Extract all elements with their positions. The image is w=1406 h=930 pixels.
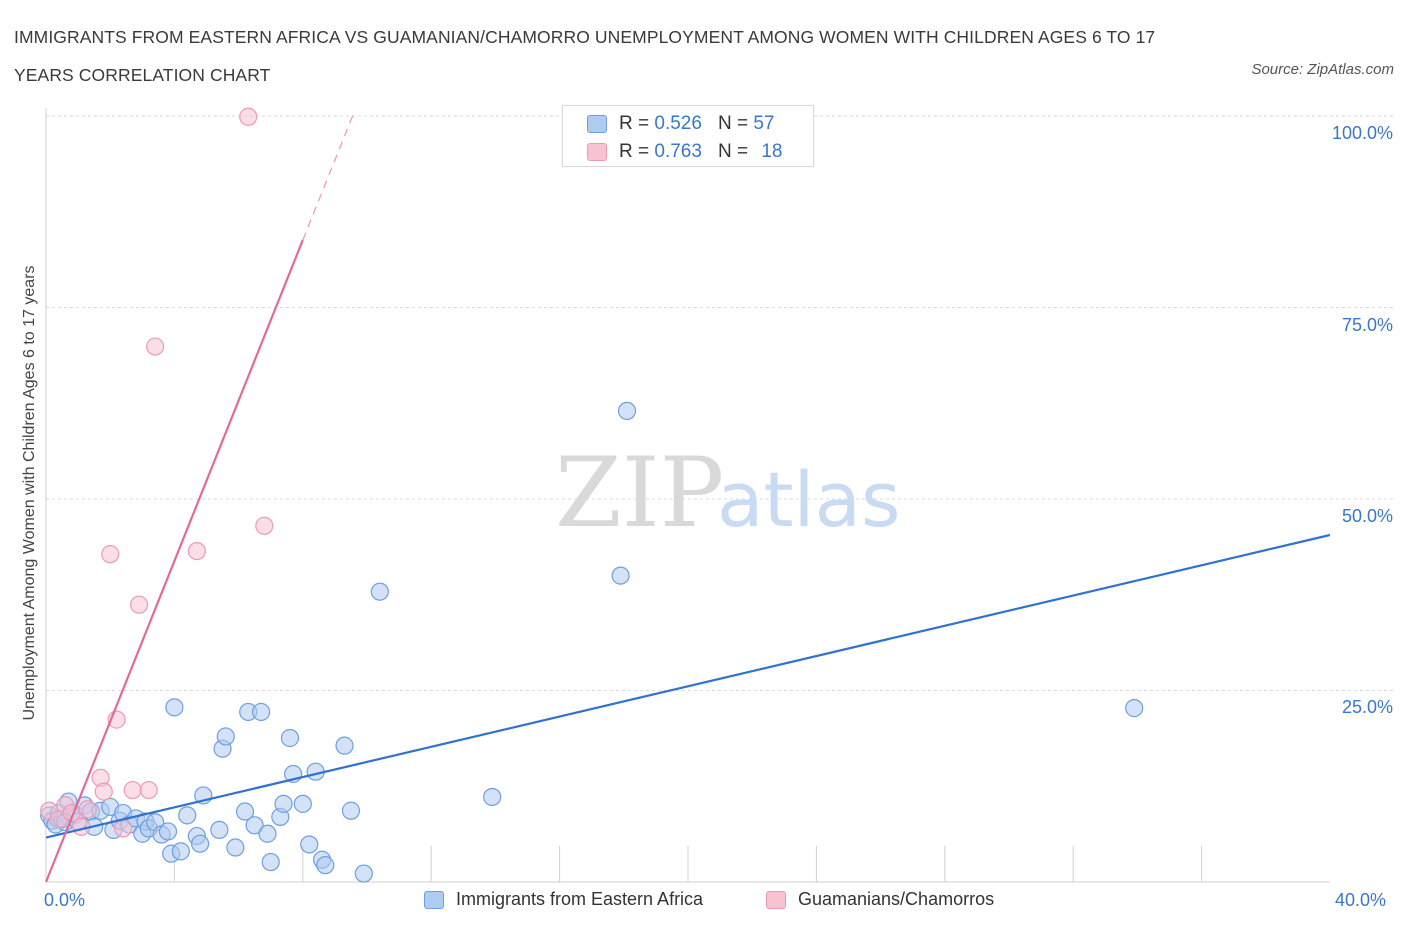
data-point-eastern-africa <box>251 702 271 722</box>
legend-r-label: R = <box>619 113 650 134</box>
source-label: Source: ZipAtlas.com <box>1251 61 1394 78</box>
x-tick-min: 0.0% <box>44 890 86 910</box>
data-point-eastern-africa <box>300 835 319 854</box>
legend-swatch-pink <box>587 143 607 161</box>
trend-line-guamanian <box>44 239 304 883</box>
data-point-eastern-africa <box>335 736 354 755</box>
legend-label-guamanian: Guamanians/Chamorros <box>798 889 995 909</box>
y-tick-50: 50.0% <box>1341 506 1393 526</box>
data-point-eastern-africa <box>171 842 190 861</box>
trend-line-guamanian-extension <box>302 111 355 241</box>
legend-item-eastern-africa: Immigrants from Eastern Africa <box>424 889 703 910</box>
data-point-eastern-africa <box>293 794 312 813</box>
watermark-zip: ZIP <box>555 437 724 549</box>
stats-legend-row-pink: R = 0.763 N = 18 <box>587 139 782 165</box>
y-axis-label: Unemployment Among Women with Children A… <box>21 265 38 721</box>
data-point-eastern-africa <box>274 794 293 813</box>
stats-legend-row-blue: R = 0.526 N = 57 <box>587 111 774 137</box>
data-point-eastern-africa <box>483 787 502 807</box>
data-point-guamanian <box>139 780 158 800</box>
trend-line-eastern-africa <box>45 533 1331 839</box>
data-point-guamanian <box>94 782 113 801</box>
legend-swatch-pink <box>766 890 786 909</box>
data-point-guamanian <box>239 107 258 126</box>
legend-swatch-blue <box>587 115 607 133</box>
legend-r-value: 0.526 <box>654 113 702 134</box>
legend-n-value: 57 <box>753 113 775 134</box>
data-point-eastern-africa <box>1125 699 1144 718</box>
data-point-eastern-africa <box>341 801 361 820</box>
data-point-eastern-africa <box>165 698 184 717</box>
data-point-eastern-africa <box>370 582 389 601</box>
data-point-eastern-africa <box>261 852 280 872</box>
data-point-eastern-africa <box>611 566 630 585</box>
data-point-guamanian <box>101 545 120 564</box>
legend-n-label: N = <box>717 141 749 162</box>
data-point-eastern-africa <box>178 806 197 825</box>
grid <box>46 115 1394 691</box>
legend-r-value: 0.763 <box>654 141 702 162</box>
data-point-eastern-africa <box>245 816 264 835</box>
data-point-guamanian <box>255 516 274 535</box>
data-point-eastern-africa <box>258 824 277 843</box>
data-point-eastern-africa <box>280 728 300 748</box>
y-tick-75: 75.0% <box>1341 315 1393 335</box>
data-point-guamanian <box>129 595 149 614</box>
legend-item-guamanian: Guamanians/Chamorros <box>766 889 994 910</box>
data-point-guamanian <box>113 819 133 838</box>
x-tick-max: 40.0% <box>1335 890 1387 910</box>
data-point-guamanian <box>123 780 142 800</box>
stats-legend: R = 0.526 N = 57 R = 0.763 N = 18 <box>562 105 814 167</box>
watermark: ZIP atlas <box>555 437 901 549</box>
legend-n-label: N = <box>717 113 749 134</box>
data-point-eastern-africa <box>158 822 178 841</box>
data-point-eastern-africa <box>617 401 637 421</box>
data-point-eastern-africa <box>354 864 373 883</box>
data-point-guamanian <box>78 800 97 819</box>
legend-swatch-blue <box>424 890 444 909</box>
legend-r-label: R = <box>619 141 650 162</box>
legend-n-value: 18 <box>761 141 783 162</box>
data-point-eastern-africa <box>190 834 210 853</box>
data-point-guamanian <box>187 541 206 561</box>
y-tick-25: 25.0% <box>1341 697 1393 717</box>
series-guamanian-points <box>40 107 274 838</box>
chart-title: IMMIGRANTS FROM EASTERN AFRICA VS GUAMAN… <box>14 27 1156 85</box>
legend-label-eastern-africa: Immigrants from Eastern Africa <box>456 889 704 909</box>
axes <box>45 108 1330 883</box>
data-point-eastern-africa <box>226 838 245 857</box>
data-point-eastern-africa <box>316 856 335 875</box>
y-tick-100: 100.0% <box>1331 123 1393 143</box>
data-point-eastern-africa <box>216 727 235 746</box>
data-point-guamanian <box>146 337 165 356</box>
series-eastern-africa-points <box>40 401 1144 883</box>
trend-lines <box>44 111 1331 883</box>
watermark-atlas: atlas <box>717 455 901 544</box>
data-point-eastern-africa <box>210 820 229 840</box>
data-point-eastern-africa <box>235 802 255 821</box>
